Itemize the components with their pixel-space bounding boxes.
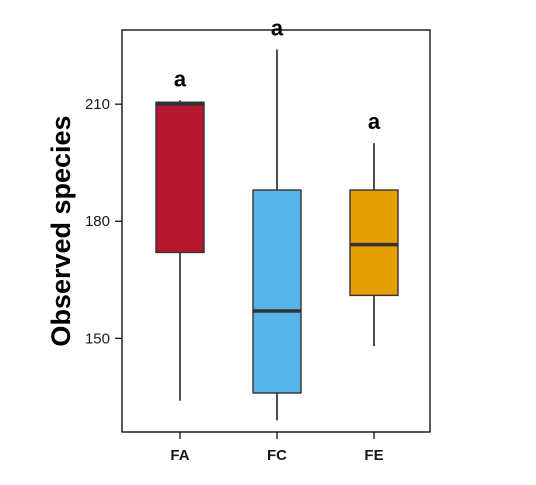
x-tick-label-fc: FC (267, 447, 287, 464)
x-axis: FA FC FE (170, 432, 384, 464)
y-axis-title: Observed species (46, 115, 76, 346)
box-fc: a (252, 16, 302, 421)
x-tick-label-fe: FE (364, 447, 383, 464)
box-fe: a (349, 109, 399, 347)
boxes-layer: a a a (155, 16, 399, 421)
y-tick-label: 150 (85, 330, 110, 347)
significance-label: a (368, 109, 381, 134)
y-axis: 150 180 210 (85, 96, 122, 347)
y-tick-label: 210 (85, 96, 110, 113)
plot-frame (121, 29, 431, 433)
box-fa: a (155, 66, 205, 401)
x-tick-label-fa: FA (170, 447, 189, 464)
box-rect (252, 189, 302, 394)
box-rect (349, 189, 399, 297)
significance-label: a (271, 16, 284, 41)
box-rect (155, 101, 205, 254)
y-tick-label: 180 (85, 213, 110, 230)
significance-label: a (174, 66, 187, 91)
